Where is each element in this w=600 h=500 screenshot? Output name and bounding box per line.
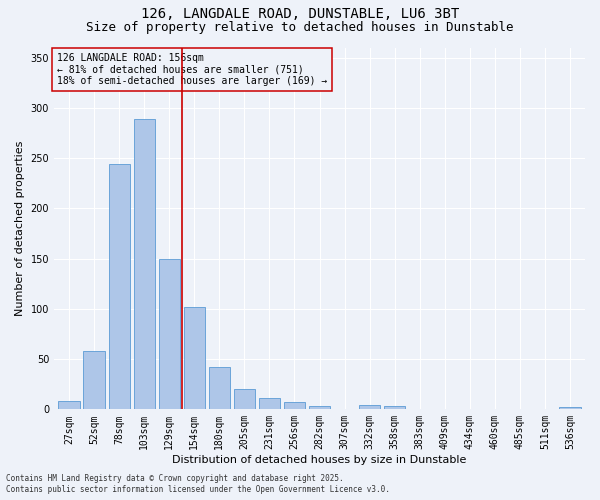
Bar	[134, 119, 155, 410]
X-axis label: Distribution of detached houses by size in Dunstable: Distribution of detached houses by size …	[172, 455, 467, 465]
Bar	[309, 406, 330, 410]
Text: Size of property relative to detached houses in Dunstable: Size of property relative to detached ho…	[86, 21, 514, 34]
Bar	[158, 258, 180, 410]
Bar	[284, 402, 305, 409]
Bar	[58, 402, 80, 409]
Bar	[259, 398, 280, 409]
Text: 126 LANGDALE ROAD: 156sqm
← 81% of detached houses are smaller (751)
18% of semi: 126 LANGDALE ROAD: 156sqm ← 81% of detac…	[56, 53, 327, 86]
Bar	[234, 389, 255, 409]
Bar	[184, 307, 205, 410]
Bar	[359, 406, 380, 409]
Bar	[384, 406, 406, 410]
Bar	[109, 164, 130, 410]
Y-axis label: Number of detached properties: Number of detached properties	[15, 140, 25, 316]
Bar	[83, 351, 105, 410]
Text: 126, LANGDALE ROAD, DUNSTABLE, LU6 3BT: 126, LANGDALE ROAD, DUNSTABLE, LU6 3BT	[141, 8, 459, 22]
Bar	[559, 408, 581, 410]
Text: Contains HM Land Registry data © Crown copyright and database right 2025.
Contai: Contains HM Land Registry data © Crown c…	[6, 474, 390, 494]
Bar	[209, 367, 230, 410]
